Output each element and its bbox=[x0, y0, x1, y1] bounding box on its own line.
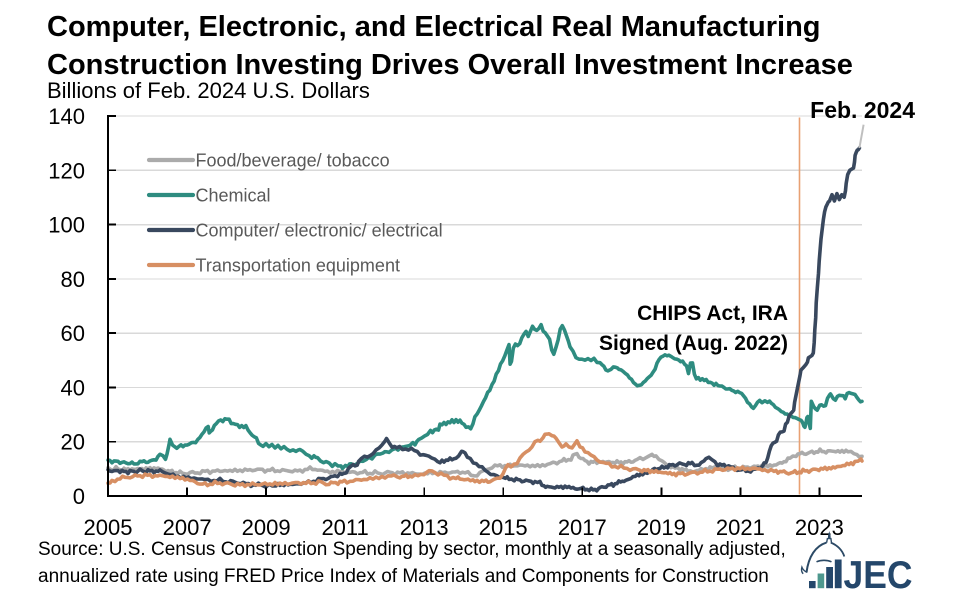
svg-text:2013: 2013 bbox=[400, 515, 449, 540]
svg-text:Transportation equipment: Transportation equipment bbox=[196, 256, 400, 276]
svg-text:Computer, Electronic, and Elec: Computer, Electronic, and Electrical Rea… bbox=[47, 11, 821, 43]
svg-text:60: 60 bbox=[61, 321, 85, 346]
svg-text:120: 120 bbox=[48, 158, 85, 183]
svg-text:20: 20 bbox=[61, 430, 85, 455]
svg-text:Feb. 2024: Feb. 2024 bbox=[810, 97, 915, 123]
svg-text:2009: 2009 bbox=[242, 515, 291, 540]
svg-text:80: 80 bbox=[61, 267, 85, 292]
svg-text:Signed (Aug. 2022): Signed (Aug. 2022) bbox=[599, 332, 788, 355]
svg-text:2011: 2011 bbox=[321, 515, 368, 540]
svg-text:Source: U.S. Census Constructi: Source: U.S. Census Construction Spendin… bbox=[38, 539, 786, 560]
svg-text:100: 100 bbox=[48, 213, 85, 238]
svg-text:Chemical: Chemical bbox=[196, 186, 271, 206]
svg-text:JEC: JEC bbox=[844, 554, 913, 597]
svg-text:2005: 2005 bbox=[84, 515, 133, 540]
svg-text:Billions of Feb. 2024 U.S. Dol: Billions of Feb. 2024 U.S. Dollars bbox=[47, 78, 370, 103]
svg-text:2021: 2021 bbox=[716, 515, 765, 540]
svg-text:140: 140 bbox=[48, 104, 85, 129]
svg-text:annualized rate using FRED Pri: annualized rate using FRED Price Index o… bbox=[38, 566, 769, 587]
svg-text:40: 40 bbox=[61, 375, 85, 400]
svg-text:CHIPS Act, IRA: CHIPS Act, IRA bbox=[637, 302, 788, 325]
svg-text:2017: 2017 bbox=[558, 515, 607, 540]
svg-text:2019: 2019 bbox=[637, 515, 686, 540]
svg-text:Computer/ electronic/ electric: Computer/ electronic/ electrical bbox=[196, 221, 443, 241]
svg-text:0: 0 bbox=[73, 484, 85, 509]
svg-text:2007: 2007 bbox=[163, 515, 212, 540]
svg-text:Construction Investing Drives: Construction Investing Drives Overall In… bbox=[47, 49, 853, 81]
svg-text:2023: 2023 bbox=[795, 515, 844, 540]
svg-text:Food/beverage/ tobacco: Food/beverage/ tobacco bbox=[196, 151, 390, 171]
svg-text:2015: 2015 bbox=[479, 515, 528, 540]
